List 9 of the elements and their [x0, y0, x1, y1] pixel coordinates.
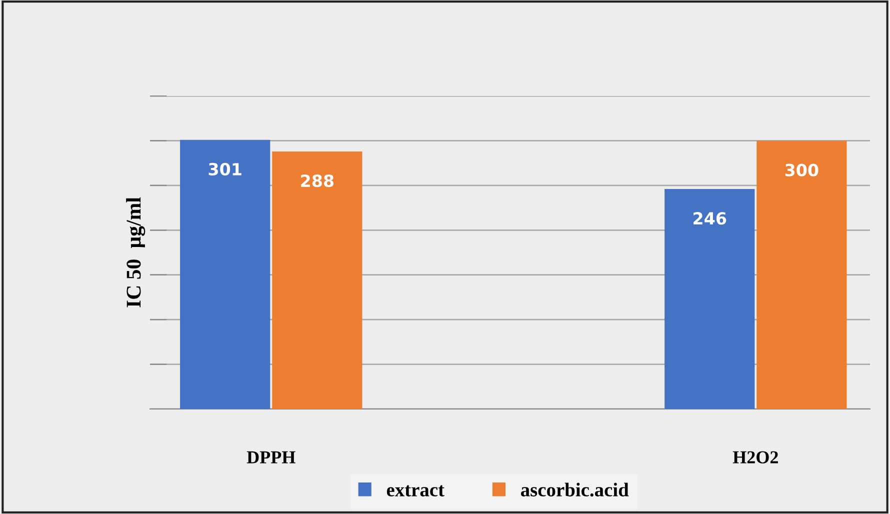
- x-tick-label: DPPH: [246, 451, 296, 464]
- legend-label: ascorbic.acid: [520, 482, 629, 497]
- x-tick-label: H2O2: [732, 451, 778, 464]
- data-label: 288: [301, 174, 334, 188]
- data-label: 301: [208, 162, 242, 176]
- data-label: 246: [694, 212, 726, 225]
- data-label: 300: [785, 164, 818, 176]
- legend-label: extract: [386, 485, 444, 496]
- y-axis-title: IC 50 µg/ml: [126, 197, 146, 308]
